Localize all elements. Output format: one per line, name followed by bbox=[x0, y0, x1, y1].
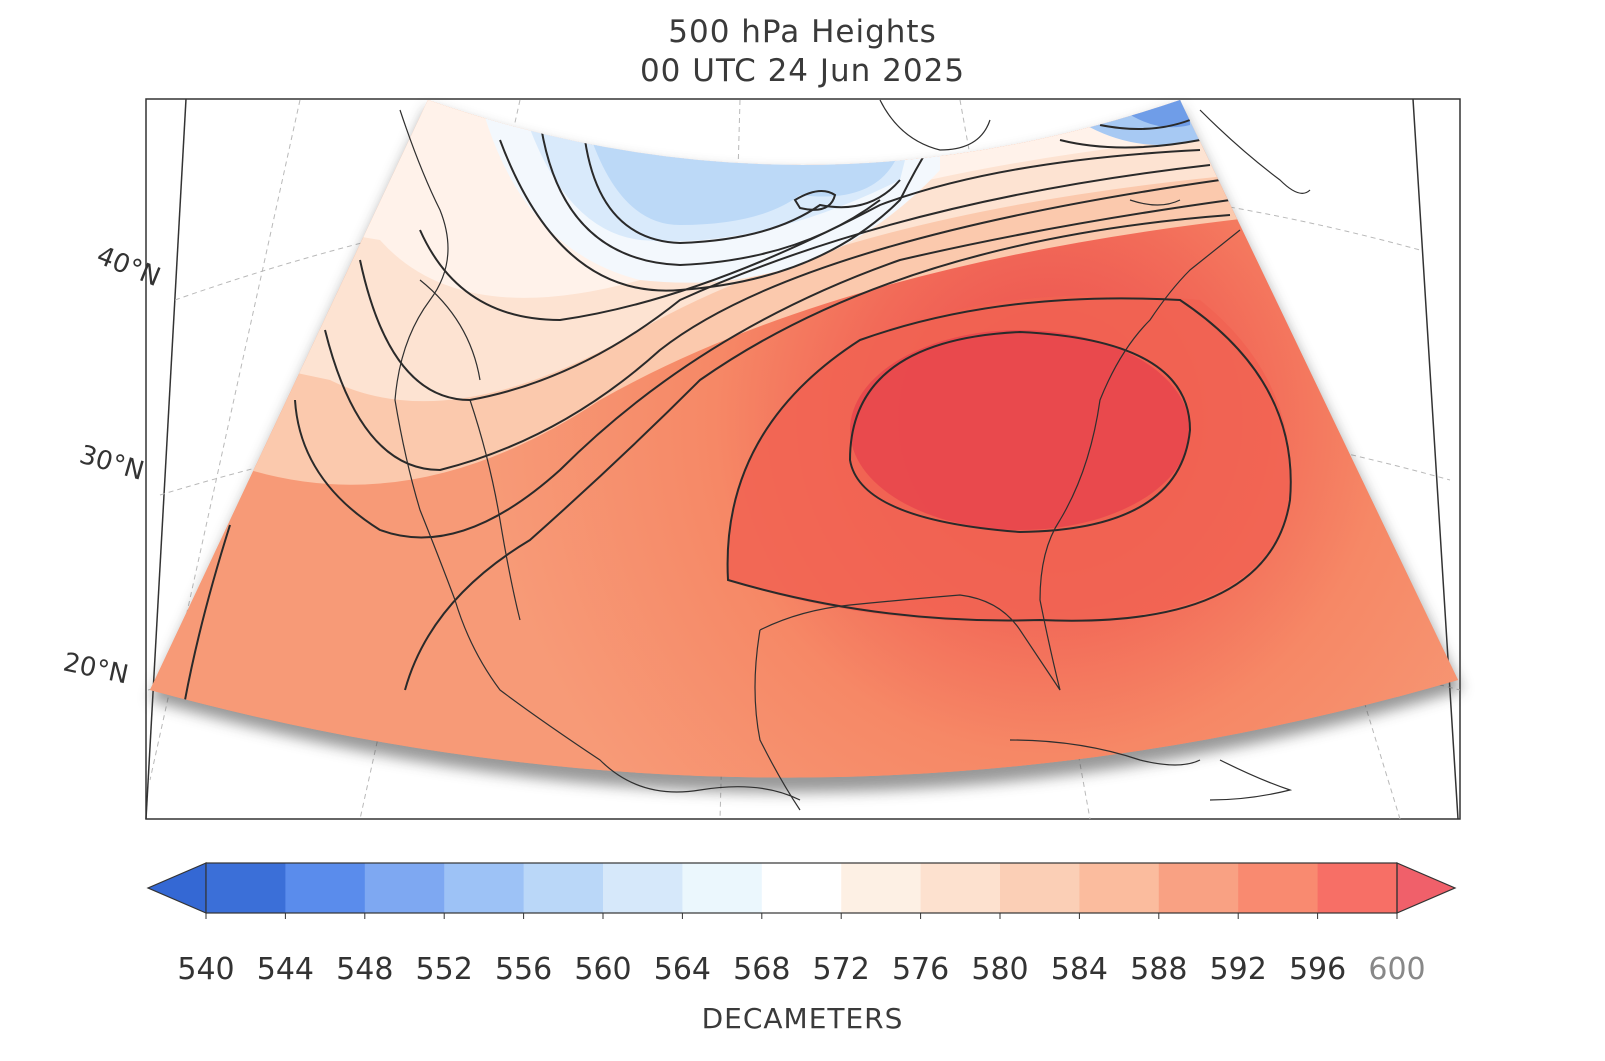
colorbar-bin bbox=[1158, 863, 1239, 913]
colorbar-tick-label: 576 bbox=[891, 952, 950, 987]
colorbar-tick-label: 584 bbox=[1050, 952, 1109, 987]
height-contours bbox=[184, 119, 1292, 701]
colorbar-bin bbox=[444, 863, 525, 913]
chart-title: 500 hPa Heights bbox=[668, 14, 937, 50]
colorbar-tick-label: 572 bbox=[812, 952, 870, 987]
lat-label-20n: 20°N bbox=[61, 648, 131, 691]
colorbar-extend-low bbox=[146, 862, 207, 914]
colorbar-bin bbox=[523, 863, 604, 913]
colorbar bbox=[146, 862, 1457, 919]
colorbar-bin bbox=[1079, 863, 1160, 913]
colorbar-tick-label: 600 bbox=[1368, 952, 1426, 987]
colorbar-tick-label: 548 bbox=[336, 952, 394, 987]
colorbar-extend-high bbox=[1396, 862, 1457, 914]
map-frame bbox=[145, 98, 1461, 820]
colorbar-tick-label: 580 bbox=[971, 952, 1029, 987]
colorbar-bin bbox=[1317, 863, 1398, 913]
colorbar-title: DECAMETERS bbox=[701, 1002, 904, 1035]
colorbar-bin bbox=[920, 863, 1001, 913]
colorbar-bin bbox=[603, 863, 683, 913]
colorbar-tick-label: 560 bbox=[574, 952, 632, 987]
colorbar-tick-label: 588 bbox=[1130, 952, 1188, 987]
colorbar-tick-label: 564 bbox=[653, 952, 712, 987]
colorbar-bin bbox=[1238, 863, 1319, 913]
colorbar-bin bbox=[285, 863, 366, 913]
colorbar-tick-label: 556 bbox=[494, 952, 553, 987]
colorbar-bin bbox=[682, 863, 763, 913]
colorbar-bin bbox=[1000, 863, 1080, 913]
chart-subtitle-datetime: 00 UTC 24 Jun 2025 bbox=[639, 53, 966, 89]
colorbar-tick-label: 544 bbox=[256, 952, 315, 987]
lat-label-40n: 40°N bbox=[92, 241, 164, 293]
lat-label-30n: 30°N bbox=[76, 440, 147, 487]
colorbar-bin bbox=[841, 863, 922, 913]
colorbar-bin bbox=[761, 863, 842, 913]
colorbar-bin bbox=[206, 863, 286, 913]
colorbar-tick-label: 540 bbox=[177, 952, 235, 987]
colorbar-tick-label: 596 bbox=[1288, 952, 1347, 987]
colorbar-tick-label: 552 bbox=[415, 952, 473, 987]
colorbar-outline bbox=[205, 862, 1398, 914]
coastlines bbox=[394, 99, 1311, 811]
colorbar-tick-label: 592 bbox=[1209, 952, 1267, 987]
colorbar-bin bbox=[364, 863, 445, 913]
colorbar-tick-label: 568 bbox=[733, 952, 791, 987]
